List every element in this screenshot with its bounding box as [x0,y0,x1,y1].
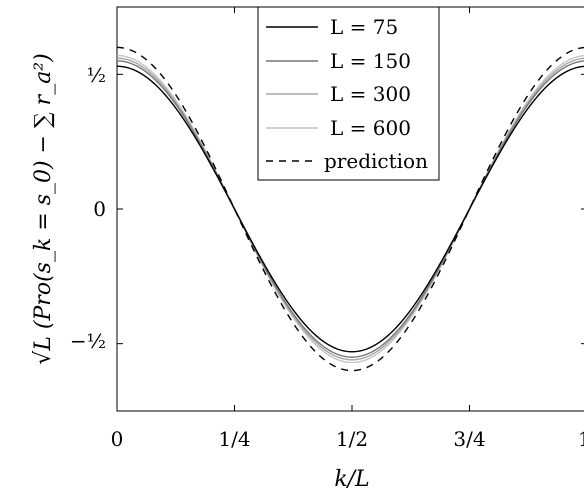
series-line-l-75 [116,65,584,353]
x-tick-label-3: 3/4 [453,427,485,451]
legend-label-l300: L = 300 [330,82,411,106]
series-group [116,46,584,372]
series-line-prediction [116,46,584,372]
series-line-l-150 [116,60,584,358]
legend-label-l600: L = 600 [330,116,411,140]
legend-label-prediction: prediction [324,149,428,173]
x-axis-label: k/L [334,467,369,492]
y-tick-label-bottom: −½ [70,329,106,353]
legend: L = 75 L = 150 L = 300 L = 600 predictio… [257,6,440,181]
x-tick-label-1: 1/4 [218,427,250,451]
y-tick-label-top: ½ [87,63,106,87]
legend-label-l150: L = 150 [330,49,411,73]
x-tick-label-0: 0 [111,427,124,451]
x-tick-label-4: 1 [578,427,584,451]
y-tick-label-middle: 0 [93,197,106,221]
x-tick-label-2: 1/2 [336,427,368,451]
legend-label-l75: L = 75 [330,15,398,39]
y-axis-label: √L (Pro(s_k = s_0) − ∑ r_a²) [31,53,56,364]
